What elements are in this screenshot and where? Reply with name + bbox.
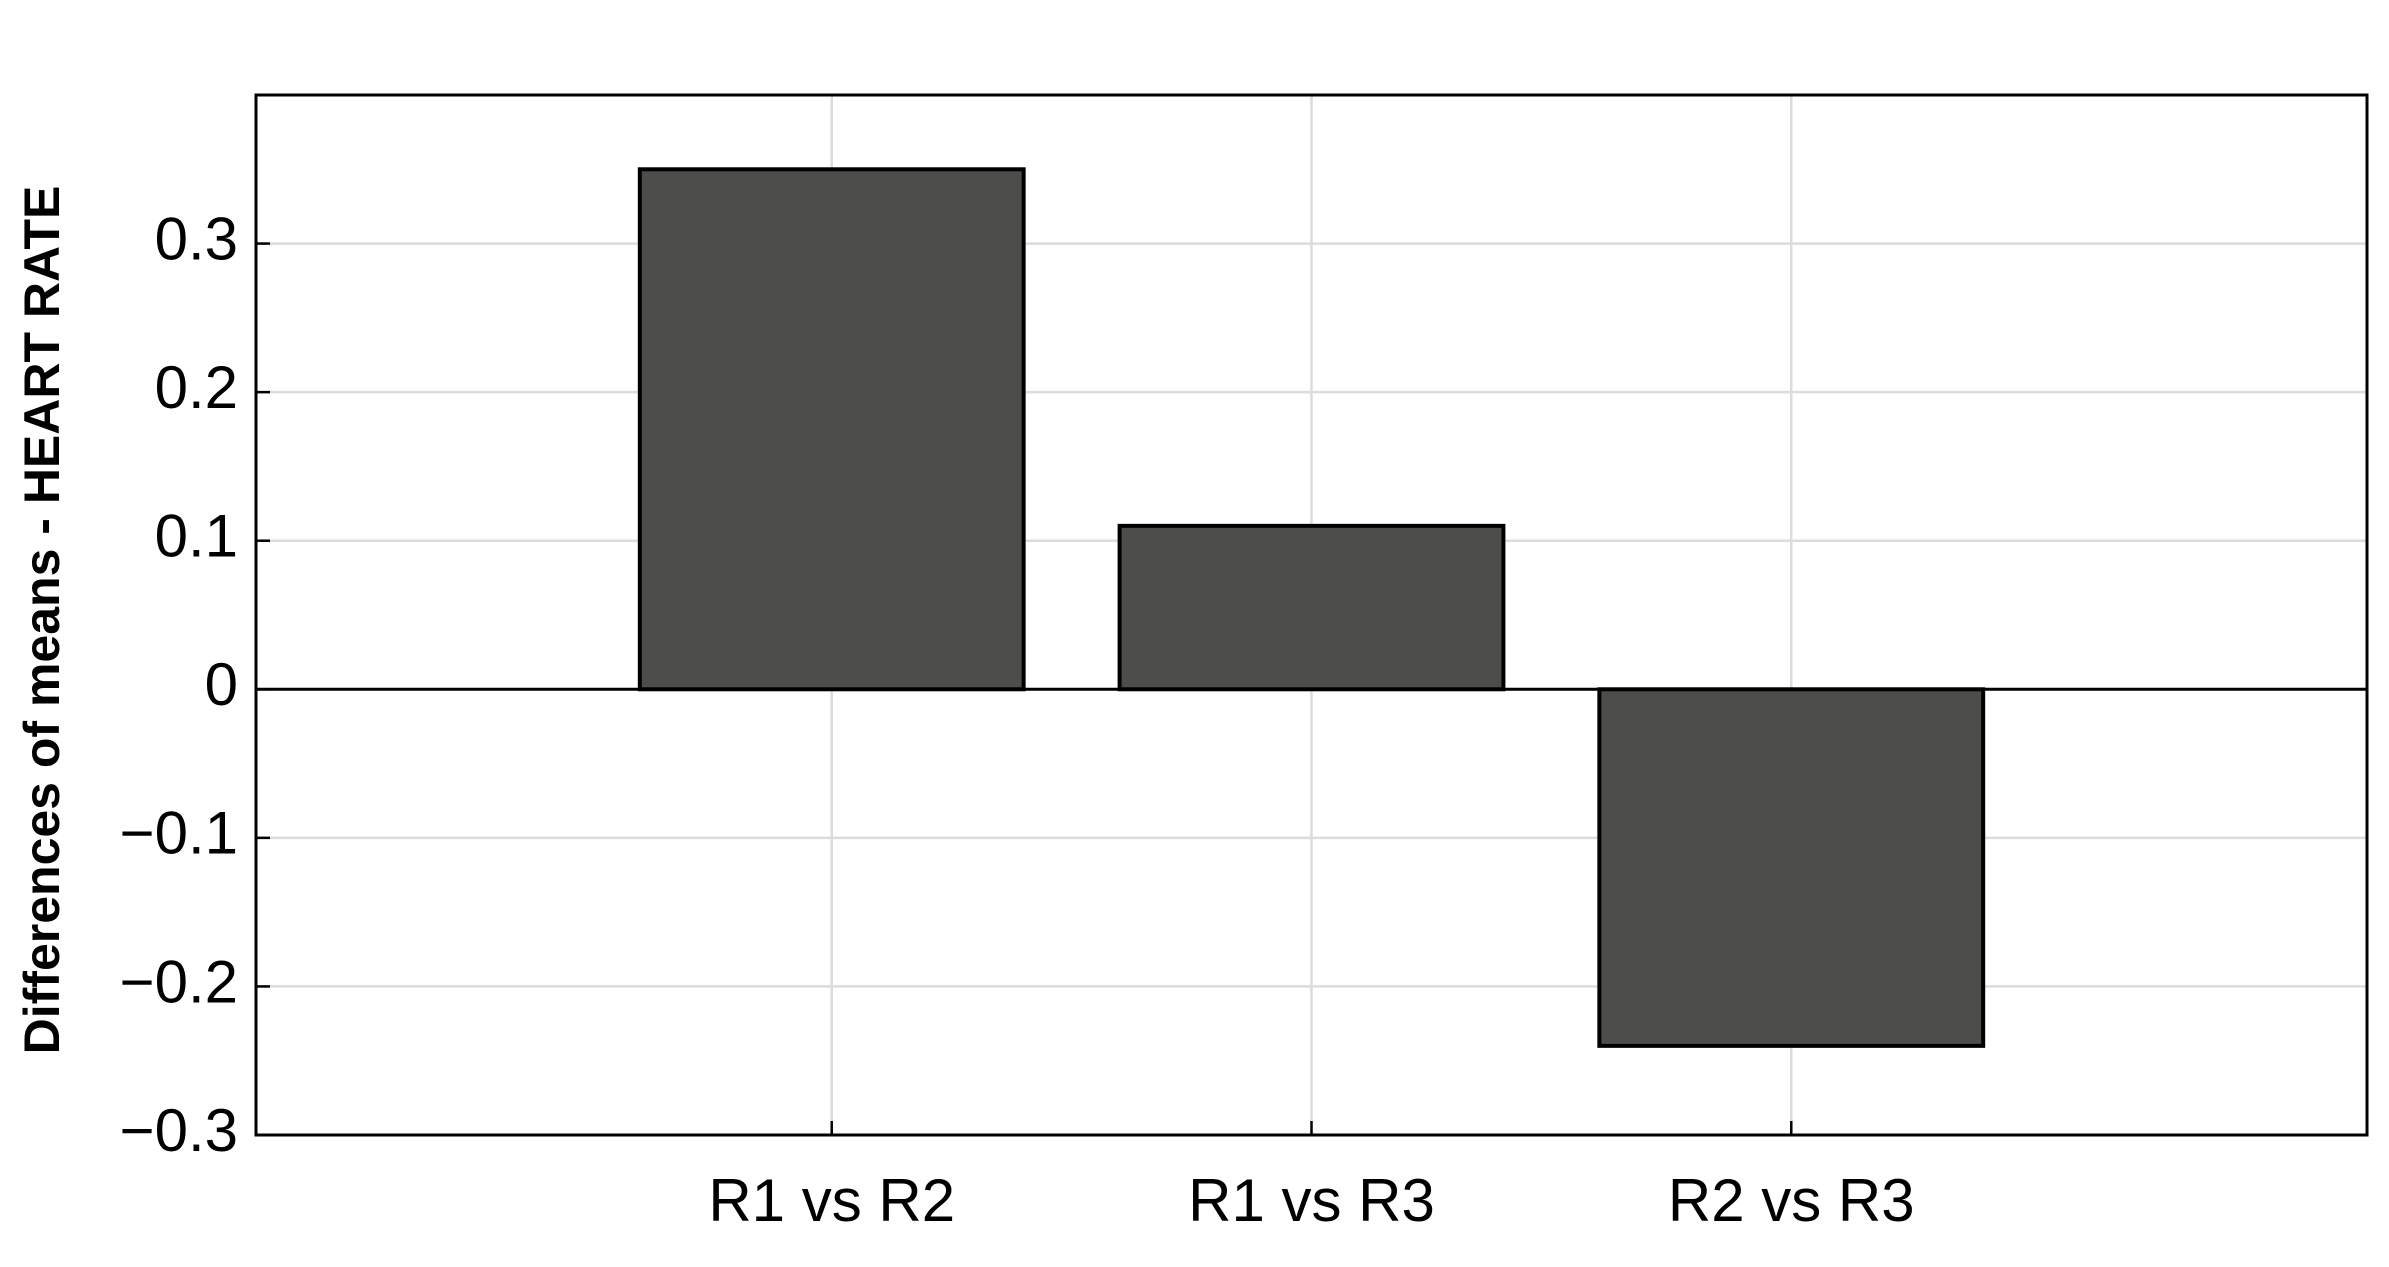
y-tick-label: 0.1 (155, 503, 238, 570)
bar (1117, 523, 1506, 692)
y-tick-label: −0.1 (120, 800, 238, 867)
y-tick-label: 0 (205, 651, 238, 718)
x-tick-label: R1 vs R2 (708, 1167, 955, 1234)
bar (1597, 687, 1986, 1048)
x-tick-label: R2 vs R3 (1668, 1167, 1915, 1234)
y-tick-label: −0.3 (120, 1097, 238, 1164)
y-tick-label: 0.2 (155, 354, 238, 421)
x-tick-label: R1 vs R3 (1188, 1167, 1435, 1234)
plot-frame (254, 93, 2369, 1137)
y-tick-label: 0.3 (155, 205, 238, 272)
bar (637, 167, 1026, 692)
y-tick-label: −0.2 (120, 948, 238, 1015)
y-axis-label: Differences of means - HEART RATE (14, 186, 70, 1055)
